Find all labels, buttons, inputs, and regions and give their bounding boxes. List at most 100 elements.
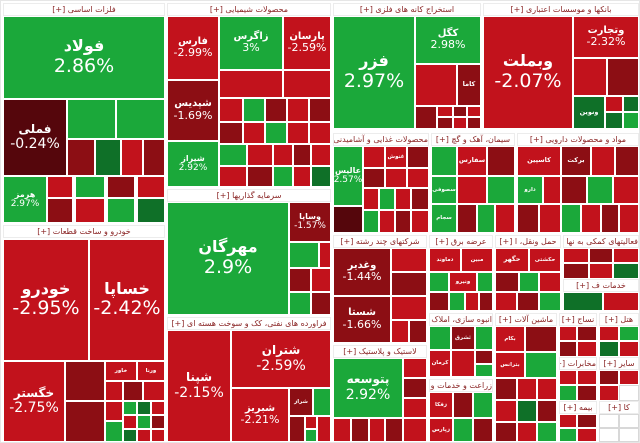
sector-header-investments[interactable]: سرمایه گذاریها [+] xyxy=(167,189,331,202)
stock-tile[interactable] xyxy=(105,401,123,421)
stock-tile-شپنا[interactable]: شپنا -2.15% xyxy=(167,330,231,442)
stock-tile[interactable] xyxy=(619,370,639,385)
stock-tile[interactable] xyxy=(437,106,453,117)
stock-tile[interactable] xyxy=(577,370,597,385)
sector-header-transport[interactable]: حمل ونقل، ا [+] xyxy=(495,235,561,248)
stock-tile[interactable] xyxy=(395,188,411,210)
stock-tile[interactable] xyxy=(563,248,589,263)
stock-tile[interactable] xyxy=(289,292,311,315)
sector-header-machinery[interactable]: ماشین آلات [+] xyxy=(495,313,557,326)
stock-tile[interactable] xyxy=(539,272,561,292)
stock-tile-فولاد[interactable]: فولاد 2.86% xyxy=(3,16,165,99)
stock-tile[interactable] xyxy=(105,421,123,442)
sector-header-telecom[interactable]: مخابرات [+] xyxy=(559,357,597,370)
stock-tile-زپارس[interactable]: زپارس xyxy=(429,418,453,442)
stock-tile[interactable] xyxy=(107,176,135,198)
sector-header-technical-services[interactable]: خدمات ف [+] xyxy=(563,279,639,292)
stock-tile[interactable] xyxy=(305,416,317,429)
stock-tile[interactable] xyxy=(477,204,495,233)
stock-tile[interactable] xyxy=(289,268,311,292)
stock-tile-شستا[interactable]: شستا -1.66% xyxy=(333,296,391,343)
stock-tile[interactable] xyxy=(563,263,589,279)
stock-tile-زفکا[interactable]: زفکا xyxy=(429,392,453,418)
stock-tile[interactable] xyxy=(599,370,619,385)
stock-tile-شبریز[interactable]: شبریز -2.21% xyxy=(231,388,289,442)
stock-tile[interactable] xyxy=(333,206,363,233)
stock-tile[interactable] xyxy=(475,326,493,350)
stock-tile-پارسان[interactable]: پارسان -2.59% xyxy=(283,16,331,70)
stock-tile[interactable] xyxy=(123,381,143,401)
stock-tile[interactable] xyxy=(577,428,597,442)
stock-tile[interactable] xyxy=(143,381,165,401)
stock-tile[interactable] xyxy=(137,176,165,198)
stock-tile[interactable] xyxy=(517,378,537,400)
sector-header-other[interactable]: سایر [+] xyxy=(599,357,639,370)
stock-tile[interactable] xyxy=(137,415,151,429)
stock-tile-ونیرو[interactable]: ونیرو xyxy=(449,272,477,292)
stock-tile[interactable] xyxy=(487,146,515,176)
stock-tile[interactable] xyxy=(219,166,247,187)
stock-tile[interactable] xyxy=(577,414,597,428)
sector-header-ceramics[interactable]: کا [+] xyxy=(599,401,639,414)
stock-tile[interactable] xyxy=(525,352,557,378)
stock-tile[interactable] xyxy=(613,176,639,204)
stock-tile-برکت[interactable]: برکت xyxy=(561,146,591,176)
stock-tile[interactable] xyxy=(385,418,403,442)
stock-tile-وغدیر[interactable]: وغدیر -1.44% xyxy=(333,248,391,296)
stock-tile[interactable] xyxy=(607,58,639,96)
stock-tile[interactable] xyxy=(495,378,517,400)
stock-tile-حکشتی[interactable]: حکشتی xyxy=(529,248,561,272)
stock-tile[interactable] xyxy=(431,146,457,176)
stock-tile[interactable] xyxy=(385,168,407,188)
stock-tile[interactable] xyxy=(517,204,539,233)
stock-tile[interactable] xyxy=(495,422,517,442)
stock-tile[interactable] xyxy=(573,58,607,96)
stock-tile-بترانس[interactable]: بترانس xyxy=(495,352,525,378)
stock-tile[interactable] xyxy=(273,144,293,166)
stock-tile[interactable] xyxy=(559,385,577,401)
stock-tile[interactable] xyxy=(116,99,165,139)
sector-header-hotels[interactable]: هتل [+] xyxy=(599,313,639,326)
sector-header-real-estate[interactable]: انبوه سازی، املاک و [+] xyxy=(429,313,493,326)
stock-tile[interactable] xyxy=(293,144,311,166)
stock-tile[interactable] xyxy=(587,176,613,204)
stock-tile[interactable] xyxy=(123,415,137,429)
stock-tile[interactable] xyxy=(65,401,105,442)
stock-tile[interactable] xyxy=(589,248,613,263)
stock-tile[interactable] xyxy=(415,64,457,106)
stock-tile[interactable] xyxy=(75,198,105,223)
stock-tile[interactable] xyxy=(243,98,265,122)
stock-tile[interactable] xyxy=(151,401,165,415)
stock-tile[interactable] xyxy=(591,146,615,176)
stock-tile[interactable] xyxy=(409,320,427,343)
sector-header-automotive[interactable]: خودرو و ساخت قطعات [+] xyxy=(3,225,165,238)
stock-tile[interactable] xyxy=(369,418,385,442)
stock-tile[interactable] xyxy=(577,326,597,341)
stock-tile[interactable] xyxy=(403,358,427,378)
stock-tile[interactable] xyxy=(457,176,487,204)
sector-header-insurance[interactable]: بیمه [+] xyxy=(559,401,597,414)
stock-tile-عالیس[interactable]: عالیس 2.57% xyxy=(333,146,363,206)
stock-tile[interactable] xyxy=(479,292,493,311)
stock-tile-وساپا[interactable]: وساپا -1.57% xyxy=(289,202,331,242)
stock-tile[interactable] xyxy=(457,204,477,233)
stock-tile[interactable] xyxy=(599,326,619,341)
stock-tile-بکام[interactable]: بکام xyxy=(495,326,525,352)
stock-tile[interactable] xyxy=(75,176,105,198)
stock-tile-خساپا[interactable]: خساپا -2.42% xyxy=(89,239,165,361)
stock-tile[interactable] xyxy=(95,139,121,176)
stock-tile[interactable] xyxy=(613,248,639,263)
stock-tile[interactable] xyxy=(143,139,165,176)
stock-tile-سفارس[interactable]: سفارس xyxy=(457,146,487,176)
stock-tile[interactable] xyxy=(309,98,331,122)
stock-tile[interactable] xyxy=(437,117,453,129)
stock-tile[interactable] xyxy=(363,168,385,188)
stock-tile[interactable] xyxy=(495,272,519,292)
stock-tile[interactable] xyxy=(603,292,639,311)
stock-tile-سصوفی[interactable]: سصوفی xyxy=(431,176,457,204)
stock-tile[interactable] xyxy=(623,112,639,129)
stock-tile[interactable] xyxy=(219,144,247,166)
stock-tile-سجام[interactable]: سجام xyxy=(431,204,457,233)
sector-header-rubber-plastic[interactable]: لاستیک و پلاستیک [+] xyxy=(333,345,427,358)
stock-tile[interactable] xyxy=(317,416,331,442)
